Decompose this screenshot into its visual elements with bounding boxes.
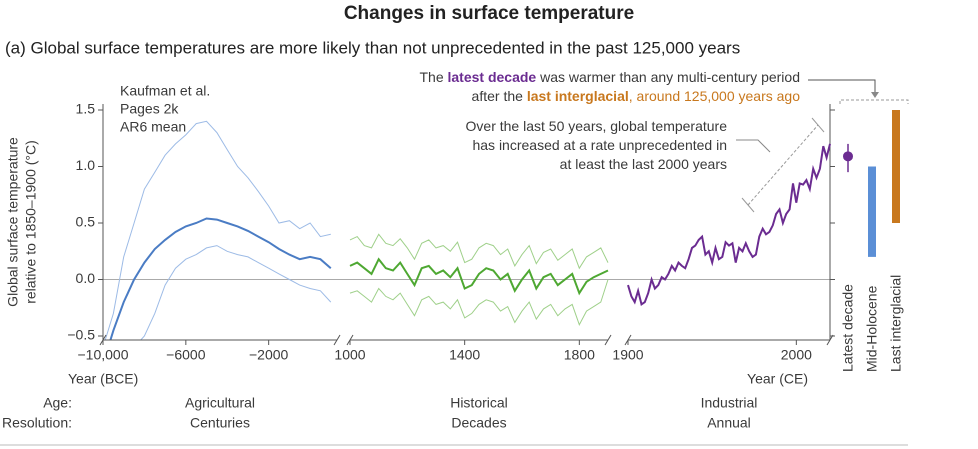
x-axis-label: Year (CE): [747, 371, 808, 387]
plot-area: [104, 120, 831, 340]
y-tick-label: 1.5: [76, 101, 96, 117]
x-tick-label: 1400: [449, 347, 480, 363]
range-bar: [892, 110, 900, 223]
y-axis-label: relative to 1850–1900 (°C): [23, 140, 39, 304]
axis-break: [826, 334, 834, 346]
annotation-part: was warmer than any multi-century period: [536, 69, 800, 85]
x-tick-label: 2000: [781, 347, 812, 363]
annotation-part: Over the last 50 years, global temperatu…: [466, 118, 728, 134]
y-tick-label: 1.0: [76, 157, 96, 173]
legend-entry: Kaufman et al.: [120, 83, 210, 99]
annotation-part: has increased at a rate unprecedented in: [472, 137, 727, 153]
y-tick-label: 0.0: [76, 270, 96, 286]
annotation-part: latest decade: [448, 69, 537, 85]
resolution-label: Resolution:: [2, 415, 72, 431]
legend-entry: AR6 mean: [120, 119, 186, 135]
title: Changes in surface temperature: [344, 3, 634, 24]
annotation-part: after the: [472, 88, 527, 104]
annotation-connector: [808, 79, 876, 94]
annotation: after the last interglacial, around 125,…: [472, 88, 801, 104]
point: [843, 151, 853, 162]
axis-break: [604, 334, 612, 346]
annotation-part: last interglacial: [527, 88, 629, 104]
arrowhead: [871, 92, 879, 98]
category-label: Last interglacial: [888, 275, 904, 372]
series-line: [109, 217, 332, 340]
annotation-part: , around 125,000 years ago: [629, 88, 800, 104]
annotation-connector: [736, 139, 771, 153]
x-tick-label: 1000: [334, 347, 365, 363]
series-line: [349, 233, 609, 270]
resolution: Centuries: [190, 415, 250, 431]
age: Historical: [450, 395, 508, 411]
bracket: [839, 99, 909, 104]
series-line: [349, 279, 609, 326]
x-tick-label: −6000: [166, 347, 206, 363]
category-label: Latest decade: [840, 284, 856, 372]
series-line: [349, 257, 609, 296]
annotation-part: The: [419, 69, 447, 85]
age: Industrial: [701, 395, 758, 411]
resolution: Annual: [707, 415, 751, 431]
annotation-part: at least the last 2000 years: [560, 156, 727, 172]
x-tick-label: 1800: [564, 347, 595, 363]
range-bar: [868, 166, 876, 257]
y-axis-label: Global surface temperature: [5, 137, 21, 307]
annotation: Over the last 50 years, global temperatu…: [466, 118, 728, 134]
x-tick-label: 1900: [612, 347, 643, 363]
y-tick-label: 0.5: [76, 214, 96, 230]
x-tick-label: −10,000: [78, 347, 129, 363]
category-label: Mid-Holocene: [864, 285, 880, 372]
y-tick-label: −0.5: [67, 327, 95, 343]
x-axis-label: Year (BCE): [68, 371, 138, 387]
annotation: has increased at a rate unprecedented in: [472, 137, 727, 153]
series-line: [627, 143, 831, 307]
resolution: Decades: [451, 415, 506, 431]
x-tick-label: −2000: [249, 347, 289, 363]
axis-break: [333, 334, 341, 346]
legend-entry: Pages 2k: [120, 101, 179, 117]
subtitle: (a) Global surface temperatures are more…: [5, 38, 740, 57]
bracket: [741, 197, 755, 213]
bracket: [811, 117, 825, 133]
age: Agricultural: [185, 395, 255, 411]
annotation: at least the last 2000 years: [560, 156, 727, 172]
age-label: Age:: [43, 395, 72, 411]
series-line: [104, 120, 331, 340]
bracket: [747, 124, 819, 206]
annotation: The latest decade was warmer than any mu…: [419, 69, 800, 85]
